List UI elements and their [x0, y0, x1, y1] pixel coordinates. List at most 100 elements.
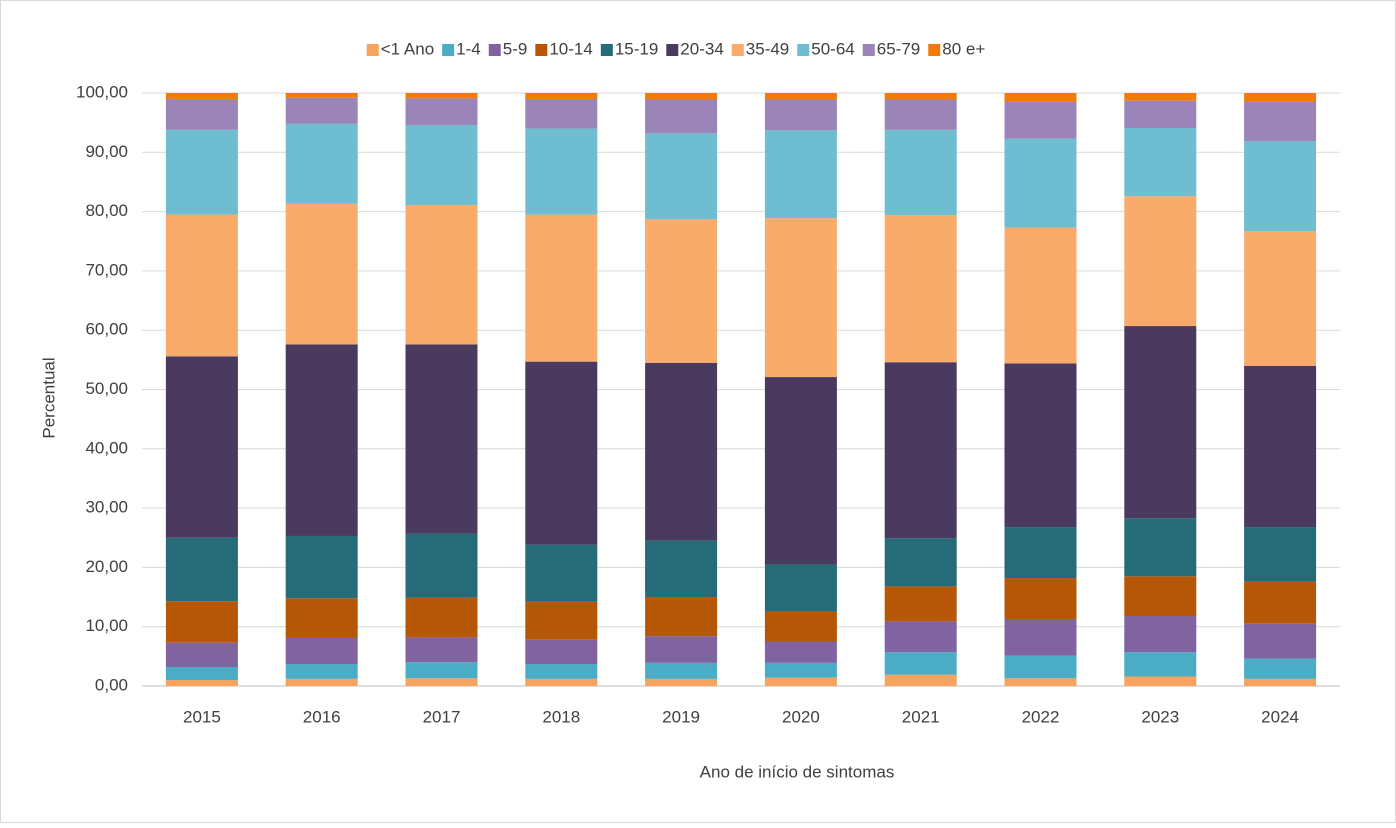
bar-segment [405, 344, 478, 534]
bar-segment [165, 214, 238, 357]
bar-segment [645, 99, 718, 134]
bar-segment [525, 639, 598, 665]
legend-swatch [488, 44, 501, 56]
legend-label: 65-79 [877, 39, 920, 58]
bar-segment [884, 129, 957, 216]
bar-segment [285, 598, 358, 638]
bar-segment [645, 540, 718, 598]
y-tick-label: 70,00 [85, 260, 128, 279]
bar-segment [1004, 655, 1077, 679]
legend-label: 80 e+ [942, 39, 985, 58]
bar-segment [525, 544, 598, 602]
legend-label: 15-19 [615, 39, 658, 58]
bar-segment [525, 664, 598, 679]
bar-segment [285, 664, 358, 679]
x-tick-label: 2017 [423, 707, 461, 726]
bar-segment [1124, 518, 1197, 577]
bar-segment [1004, 101, 1077, 139]
bar-segment [525, 678, 598, 686]
bar-segment [1244, 581, 1317, 624]
bar-segment [285, 93, 358, 98]
legend-swatch [600, 44, 613, 56]
bar-segment [1004, 93, 1077, 102]
bar-segment [764, 662, 837, 678]
y-tick-label: 100,00 [76, 82, 128, 101]
x-tick-label: 2024 [1261, 707, 1299, 726]
y-tick-label: 0,00 [95, 675, 128, 694]
bar-segment [884, 215, 957, 363]
bar-segment [165, 680, 238, 686]
bar-segment [1004, 227, 1077, 364]
bar-segment [884, 99, 957, 130]
bar-segment [285, 203, 358, 345]
bar-segment [764, 564, 837, 612]
bar-segment [165, 98, 238, 130]
legend-label: 35-49 [746, 39, 789, 58]
bar-segment [165, 537, 238, 602]
bar-segment [1244, 231, 1317, 366]
bar-segment [645, 362, 718, 541]
bar-segment [1124, 100, 1197, 128]
x-tick-label: 2016 [303, 707, 341, 726]
legend-swatch [535, 44, 548, 56]
bar-segment [645, 93, 718, 100]
bar-segment [405, 205, 478, 345]
bar-segment [1124, 127, 1197, 197]
bar-segment [884, 586, 957, 622]
x-tick-label: 2020 [782, 707, 820, 726]
legend-label: <1 Ano [381, 39, 434, 58]
bar-segment [1244, 678, 1317, 686]
bar-segment [764, 130, 837, 219]
bar-segment [165, 356, 238, 538]
bar-segment [1124, 676, 1197, 686]
bar-segment [285, 123, 358, 204]
bar-segment [1124, 93, 1197, 101]
bar-segment [1124, 616, 1197, 653]
bar-segment [764, 641, 837, 663]
bar-segment [1124, 196, 1197, 327]
legend-label: 10-14 [549, 39, 592, 58]
y-tick-label: 10,00 [85, 616, 128, 635]
legend-swatch [366, 44, 379, 56]
bar-segment [525, 214, 598, 362]
bar-segment [165, 642, 238, 668]
bar-segment [405, 597, 478, 638]
bar-segment [285, 678, 358, 686]
x-tick-label: 2018 [542, 707, 580, 726]
bar-segment [1244, 658, 1317, 679]
y-tick-label: 30,00 [85, 498, 128, 517]
bar-segment [645, 597, 718, 637]
bar-segment [285, 97, 358, 124]
bar-segment [1004, 363, 1077, 528]
bar-segment [525, 601, 598, 640]
bar-segment [1004, 678, 1077, 686]
bar-segment [1004, 138, 1077, 228]
legend-label: 50-64 [811, 39, 854, 58]
x-axis-title: Ano de início de sintomas [700, 762, 895, 781]
bar-segment [405, 98, 478, 126]
bar-segment [884, 621, 957, 653]
x-tick-label: 2021 [902, 707, 940, 726]
bar-segment [764, 611, 837, 642]
legend-swatch [862, 44, 875, 56]
bar-segment [764, 93, 837, 100]
y-tick-label: 80,00 [85, 201, 128, 220]
bar-segment [165, 93, 238, 99]
bar-segment [525, 98, 598, 129]
legend-label: 1-4 [456, 39, 481, 58]
bar-segment [884, 93, 957, 100]
bar-segment [1244, 365, 1317, 528]
bar-segment [165, 129, 238, 215]
bar-segment [884, 652, 957, 675]
bar-segment [405, 125, 478, 206]
legend-label: 5-9 [503, 39, 528, 58]
bar-segment [1244, 527, 1317, 582]
bar-segment [1004, 578, 1077, 619]
y-tick-label: 60,00 [85, 320, 128, 339]
legend-swatch [797, 44, 810, 56]
bar-segment [525, 361, 598, 545]
bar-segment [405, 533, 478, 598]
bar-segment [645, 133, 718, 220]
legend-swatch [442, 44, 455, 56]
bar-segment [645, 662, 718, 679]
